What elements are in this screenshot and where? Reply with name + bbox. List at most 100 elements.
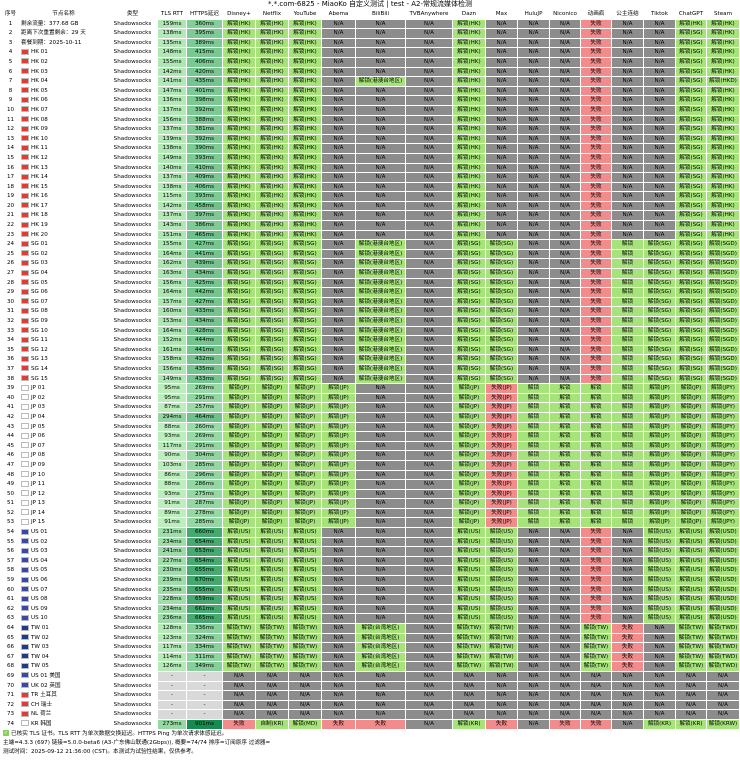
cell-text: 解锁(HK) bbox=[457, 174, 481, 181]
cell-text: 解锁(JPY) bbox=[711, 433, 735, 440]
cell-text: US 08 bbox=[31, 596, 48, 603]
tls-rtt: 159ms bbox=[157, 18, 187, 30]
unlock-status: 解锁(KR) bbox=[452, 718, 486, 730]
flag-icon bbox=[21, 528, 29, 535]
row-index: 45 bbox=[1, 440, 20, 452]
tls-rtt: 93ms bbox=[157, 488, 187, 500]
cell-text: N/A bbox=[560, 529, 570, 536]
cell-text: 解锁(HK) bbox=[260, 30, 284, 37]
node-type: Shadowsocks bbox=[107, 268, 158, 279]
cell-text: 425ms bbox=[194, 279, 215, 286]
cell-text: Shadowsocks bbox=[113, 605, 152, 612]
unlock-status: N/A bbox=[549, 200, 581, 212]
cell-text: N/A bbox=[300, 682, 310, 689]
unlock-status: 失败 bbox=[611, 632, 644, 644]
unlock-status: N/A bbox=[706, 699, 740, 711]
unlock-status: N/A bbox=[321, 114, 356, 126]
unlock-status: N/A bbox=[321, 229, 356, 241]
unlock-status: 解锁(US) bbox=[675, 555, 707, 567]
cell-text: 解锁(HK) bbox=[227, 222, 251, 229]
cell-text: 解锁(US) bbox=[293, 557, 317, 564]
https-latency: 381ms bbox=[186, 124, 223, 135]
cell-text: US 07 bbox=[31, 586, 48, 593]
cell-text: 解锁 bbox=[621, 519, 634, 526]
cell-text: 解锁(US) bbox=[293, 529, 317, 536]
unlock-status: 解锁(JPY) bbox=[706, 392, 740, 404]
unlock-status: 解锁(HK) bbox=[222, 191, 256, 202]
cell-text: HK 01 bbox=[31, 49, 48, 56]
cell-text: 解锁(SG) bbox=[679, 289, 703, 296]
row-index: 16 bbox=[1, 162, 20, 174]
cell-text: 解锁(SG) bbox=[457, 270, 481, 277]
unlock-status: 解锁(SGD) bbox=[706, 325, 740, 337]
unlock-status: N/A bbox=[321, 316, 356, 327]
cell-text: N/A bbox=[375, 30, 386, 37]
unlock-status: N/A bbox=[405, 354, 453, 365]
cell-text: 解锁 bbox=[527, 385, 540, 392]
cell-text: 失败 bbox=[590, 154, 602, 161]
table-row: 12 HK 09 Shadowsocks 137ms 381ms 解锁(HK) 解锁(HK)… bbox=[1, 124, 740, 135]
cell-text: N/A bbox=[424, 653, 434, 660]
unlock-status: N/A bbox=[321, 527, 356, 538]
cell-text: N/A bbox=[560, 615, 570, 622]
unlock-status: 解锁(SG) bbox=[485, 316, 518, 327]
unlock-status: 解锁(港澳台地区) bbox=[355, 296, 406, 308]
cell-text: 解锁(JP) bbox=[228, 394, 250, 401]
https-latency: 398ms bbox=[186, 95, 223, 106]
unlock-status: N/A bbox=[452, 709, 486, 720]
cell-text: 解锁(TW) bbox=[583, 625, 609, 631]
cell-text: N/A bbox=[424, 433, 434, 440]
cell-text: 解锁(SG) bbox=[293, 289, 317, 296]
unlock-status: 解锁(HK) bbox=[706, 114, 740, 126]
cell-text: N/A bbox=[496, 135, 507, 142]
unlock-status: 解锁(SG) bbox=[288, 248, 322, 260]
cell-text: N/A bbox=[560, 241, 570, 248]
unlock-status: 解锁(TW) bbox=[255, 651, 289, 663]
unlock-status: N/A bbox=[517, 575, 550, 586]
cell-text: 解锁(JP) bbox=[649, 452, 670, 459]
unlock-status: N/A bbox=[611, 699, 644, 711]
unlock-status: 解锁(US) bbox=[675, 575, 707, 586]
https-latency: 275ms bbox=[186, 488, 223, 500]
node-name: SG 07 bbox=[19, 296, 108, 308]
node-name: SG 09 bbox=[19, 316, 108, 327]
table-row: 71 TR 土耳其 Shadowsocks - - N/A N/A N/A N/A N/A N/A N… bbox=[1, 690, 740, 701]
cell-text: 解锁 bbox=[621, 442, 634, 449]
unlock-status: N/A bbox=[517, 268, 550, 279]
cell-text: 123ms bbox=[162, 634, 182, 641]
cell-text: Shadowsocks bbox=[113, 260, 152, 267]
unlock-status: N/A bbox=[405, 133, 453, 145]
cell-text: 解锁(TW) bbox=[583, 644, 609, 651]
cell-text: Shadowsocks bbox=[113, 653, 152, 660]
unlock-status: 解锁(SG) bbox=[675, 200, 707, 212]
cell-text: 解锁 bbox=[559, 404, 571, 411]
cell-text: N/A bbox=[496, 164, 507, 171]
unlock-status: 解锁 bbox=[611, 479, 644, 490]
unlock-status: N/A bbox=[549, 325, 581, 337]
node-name: SG 06 bbox=[19, 287, 108, 298]
unlock-status: 解锁(SG) bbox=[643, 277, 676, 289]
cell-text: N/A bbox=[654, 39, 665, 46]
tls-rtt: 117ms bbox=[157, 642, 187, 653]
cell-text: 415ms bbox=[194, 49, 215, 56]
cell-text: 435ms bbox=[194, 78, 215, 85]
unlock-status: 解锁 bbox=[611, 498, 644, 509]
cell-text: N/A bbox=[424, 87, 434, 94]
cell-text: 解锁(SG) bbox=[489, 375, 514, 382]
unlock-status: 解锁(港澳台地区) bbox=[355, 76, 406, 87]
flag-icon bbox=[21, 490, 29, 497]
unlock-status: 解锁(JP) bbox=[222, 469, 256, 481]
unlock-status: N/A bbox=[517, 335, 550, 346]
unlock-status: 失败 bbox=[580, 85, 612, 97]
cell-text: 解锁(US) bbox=[293, 586, 317, 593]
cell-text: 解锁(HK) bbox=[227, 202, 251, 209]
cell-text: 解锁(SG) bbox=[293, 279, 317, 286]
table-row: 19 HK 16 Shadowsocks 115ms 393ms 解锁(HK) 解锁(HK)… bbox=[1, 191, 740, 202]
table-row: 67 TW 04 Shadowsocks 114ms 311ms 解锁(TW) 解锁(TW)… bbox=[1, 651, 740, 663]
tls-rtt: 155ms bbox=[157, 56, 187, 68]
cell-text: HK 03 bbox=[31, 68, 48, 75]
unlock-status: N/A bbox=[549, 124, 581, 135]
cell-text: 解锁(SG) bbox=[679, 87, 703, 94]
unlock-status: 解锁(SG) bbox=[675, 191, 707, 202]
cell-text: 解锁(US) bbox=[457, 529, 481, 536]
